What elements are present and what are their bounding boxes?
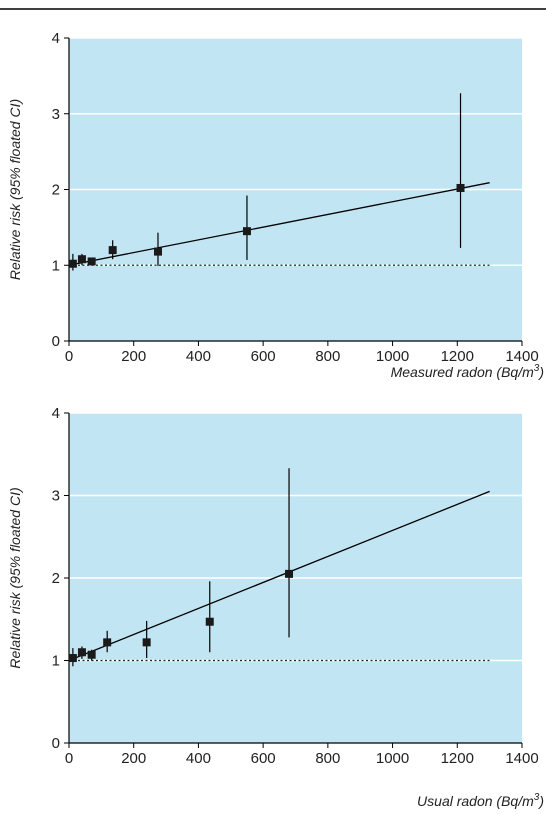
data-point bbox=[103, 638, 112, 647]
x-tick-label: 1000 bbox=[376, 750, 409, 767]
fit-line-group bbox=[68, 182, 490, 266]
y-tick-label: 4 bbox=[52, 30, 60, 47]
fit-line bbox=[68, 182, 490, 266]
data-marks bbox=[68, 468, 294, 667]
x-tick-label: 400 bbox=[186, 750, 211, 767]
y-axis-label: Relative risk (95% floated CI) bbox=[7, 99, 23, 280]
data-point bbox=[77, 648, 86, 657]
data-point bbox=[153, 247, 162, 256]
tick-labels: 0 200 400 600 800 1000 1200 1400 0 1 2 3 4 bbox=[52, 405, 539, 767]
x-tick-label: 1400 bbox=[505, 750, 538, 767]
x-axis-label-sup: 3 bbox=[534, 792, 540, 803]
panel-measured-radon: 0 200 400 600 800 1000 1200 1400 0 1 2 3 4 Relative … bbox=[7, 30, 544, 380]
data-point bbox=[68, 259, 77, 268]
x-tick-label: 200 bbox=[121, 348, 146, 365]
y-tick-label: 4 bbox=[52, 405, 60, 422]
x-tick-label: 1400 bbox=[505, 348, 538, 365]
x-tick-label: 600 bbox=[251, 348, 276, 365]
x-tick-label: 800 bbox=[315, 348, 340, 365]
x-axis-label-end: ) bbox=[537, 793, 544, 809]
data-point bbox=[242, 227, 251, 236]
y-axis-label: Relative risk (95% floated CI) bbox=[7, 487, 23, 668]
x-tick-label: 1000 bbox=[376, 348, 409, 365]
y-tick-label: 1 bbox=[52, 653, 60, 670]
data-point bbox=[285, 569, 294, 578]
y-tick-label: 3 bbox=[52, 488, 60, 505]
x-axis-label-end: ) bbox=[537, 364, 544, 380]
x-axis-label: Usual radon (Bq/m3) bbox=[417, 792, 544, 809]
panel-usual-radon: 0 200 400 600 800 1000 1200 1400 0 1 2 3 4 Relative … bbox=[7, 405, 544, 809]
y-tick-label: 2 bbox=[52, 570, 60, 587]
x-tick-label: 0 bbox=[65, 750, 73, 767]
x-tick-label: 600 bbox=[251, 750, 276, 767]
data-point bbox=[77, 255, 86, 264]
data-point bbox=[456, 183, 465, 192]
data-point bbox=[87, 257, 96, 266]
y-tick-label: 3 bbox=[52, 106, 60, 123]
data-point bbox=[108, 246, 117, 255]
x-axis-label-main: Measured radon (Bq/m bbox=[391, 364, 535, 380]
y-tick-label: 0 bbox=[52, 333, 60, 350]
data-point bbox=[142, 638, 151, 647]
axes bbox=[64, 412, 523, 748]
axes bbox=[64, 37, 523, 346]
tick-labels: 0 200 400 600 800 1000 1200 1400 0 1 2 3 4 bbox=[52, 30, 539, 365]
x-axis-label-main: Usual radon (Bq/m bbox=[417, 793, 534, 809]
x-tick-label: 800 bbox=[315, 750, 340, 767]
data-point bbox=[87, 650, 96, 659]
data-point bbox=[205, 617, 214, 626]
x-axis-label: Measured radon (Bq/m3) bbox=[391, 363, 544, 380]
y-tick-label: 2 bbox=[52, 182, 60, 199]
y-tick-label: 0 bbox=[52, 735, 60, 752]
x-tick-label: 400 bbox=[186, 348, 211, 365]
x-axis-label-sup: 3 bbox=[534, 363, 540, 374]
fit-line-group bbox=[68, 490, 490, 662]
y-tick-label: 1 bbox=[52, 257, 60, 274]
x-tick-label: 0 bbox=[65, 348, 73, 365]
data-point bbox=[68, 654, 77, 663]
data-marks bbox=[68, 93, 465, 271]
x-tick-label: 200 bbox=[121, 750, 146, 767]
fit-line bbox=[68, 490, 490, 662]
x-tick-label: 1200 bbox=[441, 750, 474, 767]
x-tick-label: 1200 bbox=[441, 348, 474, 365]
